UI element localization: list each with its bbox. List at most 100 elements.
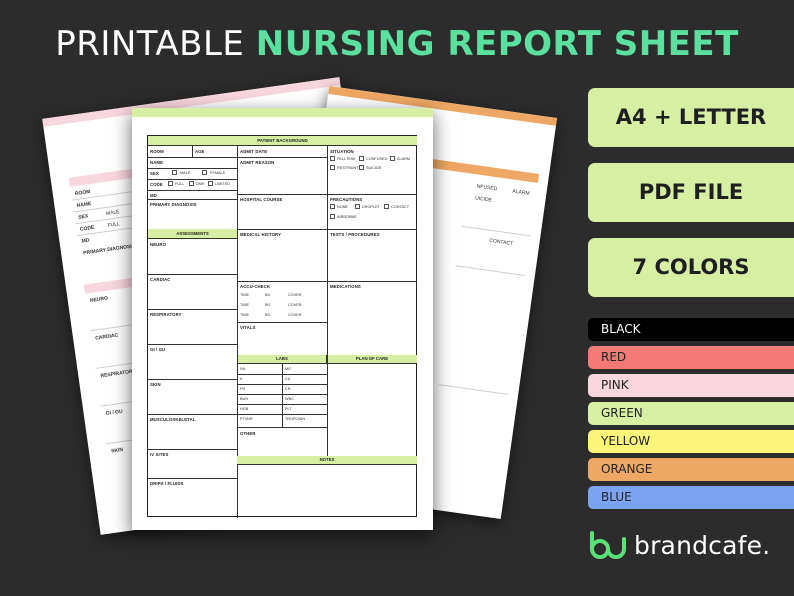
assessments-header: ASSESSMENTS xyxy=(148,229,237,239)
row-line xyxy=(237,281,417,282)
checkbox-fall-risk[interactable] xyxy=(330,156,335,161)
checkbox-droplet[interactable] xyxy=(355,204,360,209)
row-line xyxy=(237,157,327,158)
checkbox-dnr[interactable] xyxy=(189,181,194,186)
lab-row-line xyxy=(237,374,327,375)
feature-7-colors: 7 COLORS xyxy=(588,238,794,297)
column-divider xyxy=(237,146,238,518)
plan-of-care-header: PLAN OF CARE xyxy=(327,355,417,364)
row-line xyxy=(148,229,417,230)
lab-cr: CR xyxy=(285,387,291,391)
label-skin: SKIN xyxy=(150,382,161,387)
label-drips-fluids: DRIPS / FLUIDS xyxy=(150,481,184,486)
option-contact: CONTACT xyxy=(391,205,410,209)
column-divider xyxy=(327,355,328,456)
option-limited: LIMITED xyxy=(215,182,230,186)
option-suicide: SUICIDE xyxy=(366,166,382,170)
brand-logo: brandcafe. xyxy=(588,528,770,562)
color-swatch-green: GREEN xyxy=(588,402,794,425)
checkbox-alarm[interactable] xyxy=(390,156,395,161)
ghost-alarm: ALARM xyxy=(511,188,530,197)
lab-plt: PLT xyxy=(285,407,292,411)
lab-troponin: TROPONIN xyxy=(285,417,306,421)
ghost-room: ROOM xyxy=(74,188,91,198)
checkbox-confused[interactable] xyxy=(359,156,364,161)
checkbox-full[interactable] xyxy=(168,181,173,186)
brandcafe-logo-icon xyxy=(590,531,626,559)
checkbox-male[interactable] xyxy=(172,170,177,175)
label-accu-check: ACCU-CHECK xyxy=(240,284,271,289)
labs-header: LABS xyxy=(237,355,327,364)
lab-row-line xyxy=(237,394,327,395)
label-medications: MEDICATIONS xyxy=(330,284,361,289)
label-admit-date: ADMIT DATE xyxy=(240,149,268,154)
checkbox-airborne[interactable] xyxy=(330,214,335,219)
color-swatch-blue: BLUE xyxy=(588,486,794,509)
color-swatch-red: RED xyxy=(588,346,794,369)
row-line xyxy=(148,309,237,310)
label-admit-reason: ADMIT REASON xyxy=(240,160,275,165)
option-male: MALE xyxy=(180,171,191,175)
label-room: ROOM xyxy=(150,149,164,154)
feature-pdf-file: PDF FILE xyxy=(588,163,794,222)
headline-accent: NURSING REPORT SHEET xyxy=(255,24,739,64)
label-md: MD xyxy=(150,193,157,198)
accu-cover-3: COVER xyxy=(288,313,302,317)
option-dnr: DNR xyxy=(196,182,205,186)
label-name: NAME xyxy=(150,160,164,165)
label-code: CODE xyxy=(150,182,163,187)
row-line xyxy=(148,478,237,479)
ghost-row xyxy=(455,265,525,277)
label-age: AGE xyxy=(195,149,205,154)
accu-cover-1: COVER xyxy=(288,293,302,297)
checkbox-limited[interactable] xyxy=(208,181,213,186)
row-line xyxy=(148,179,237,180)
lab-mg: MG xyxy=(285,367,292,371)
ghost-gi-gu: GI / GU xyxy=(105,408,124,417)
row-line xyxy=(327,194,417,195)
ghost-primary-diagnosis: PRIMARY DIAGNOSIS xyxy=(82,243,136,257)
label-iv-sites: IV SITES xyxy=(150,452,169,457)
lab-wbc: WBC xyxy=(285,397,294,401)
row-line xyxy=(148,190,237,191)
room-age-divider xyxy=(192,146,193,157)
label-sex: SEX xyxy=(150,171,159,176)
ghost-code: CODE xyxy=(79,224,95,233)
option-none: NONE xyxy=(337,205,348,209)
lab-row-line xyxy=(237,414,327,415)
label-vitals: VITALS xyxy=(240,325,256,330)
lab-ph: PH xyxy=(240,387,246,391)
column-divider xyxy=(327,146,328,355)
checkbox-none[interactable] xyxy=(330,204,335,209)
checkbox-female[interactable] xyxy=(202,170,207,175)
sheet-green-band xyxy=(132,108,433,117)
option-droplet: DROPLET xyxy=(362,205,380,209)
label-musculoskeletal: MUSCULOSKELETAL xyxy=(150,417,196,422)
checkbox-suicide[interactable] xyxy=(359,165,364,170)
option-full: FULL xyxy=(175,182,185,186)
color-swatch-pink: PINK xyxy=(588,374,794,397)
row-line xyxy=(148,157,237,158)
notes-header: NOTES xyxy=(237,456,417,465)
ghost-suicide: UICIDE xyxy=(474,195,493,204)
option-confused: CONFUSED xyxy=(366,157,388,161)
option-alarm: ALARM xyxy=(397,157,411,161)
ghost-name: NAME xyxy=(76,200,92,209)
row-line xyxy=(148,344,237,345)
accu-bg-1: BG xyxy=(265,293,271,297)
checkbox-contact[interactable] xyxy=(384,204,389,209)
label-gi-gu: GI / GU xyxy=(150,347,166,352)
checkbox-restraints[interactable] xyxy=(330,165,335,170)
lab-row-line xyxy=(237,404,327,405)
accu-bg-2: BG xyxy=(265,303,271,307)
label-primary-diagnosis: PRIMARY DIAGNOSIS xyxy=(150,202,197,207)
color-swatch-black: BLACK xyxy=(588,318,794,341)
label-tests-procedures: TESTS / PROCEDURES xyxy=(330,232,380,237)
label-respiratory: RESPIRATORY xyxy=(150,312,182,317)
labs-divider xyxy=(282,364,283,427)
option-female: FEMALE xyxy=(210,171,226,175)
accu-time-2: TIME xyxy=(240,303,250,307)
row-line xyxy=(148,414,237,415)
ghost-contact: CONTACT xyxy=(488,237,514,248)
ghost-sex: SEX xyxy=(77,213,89,221)
